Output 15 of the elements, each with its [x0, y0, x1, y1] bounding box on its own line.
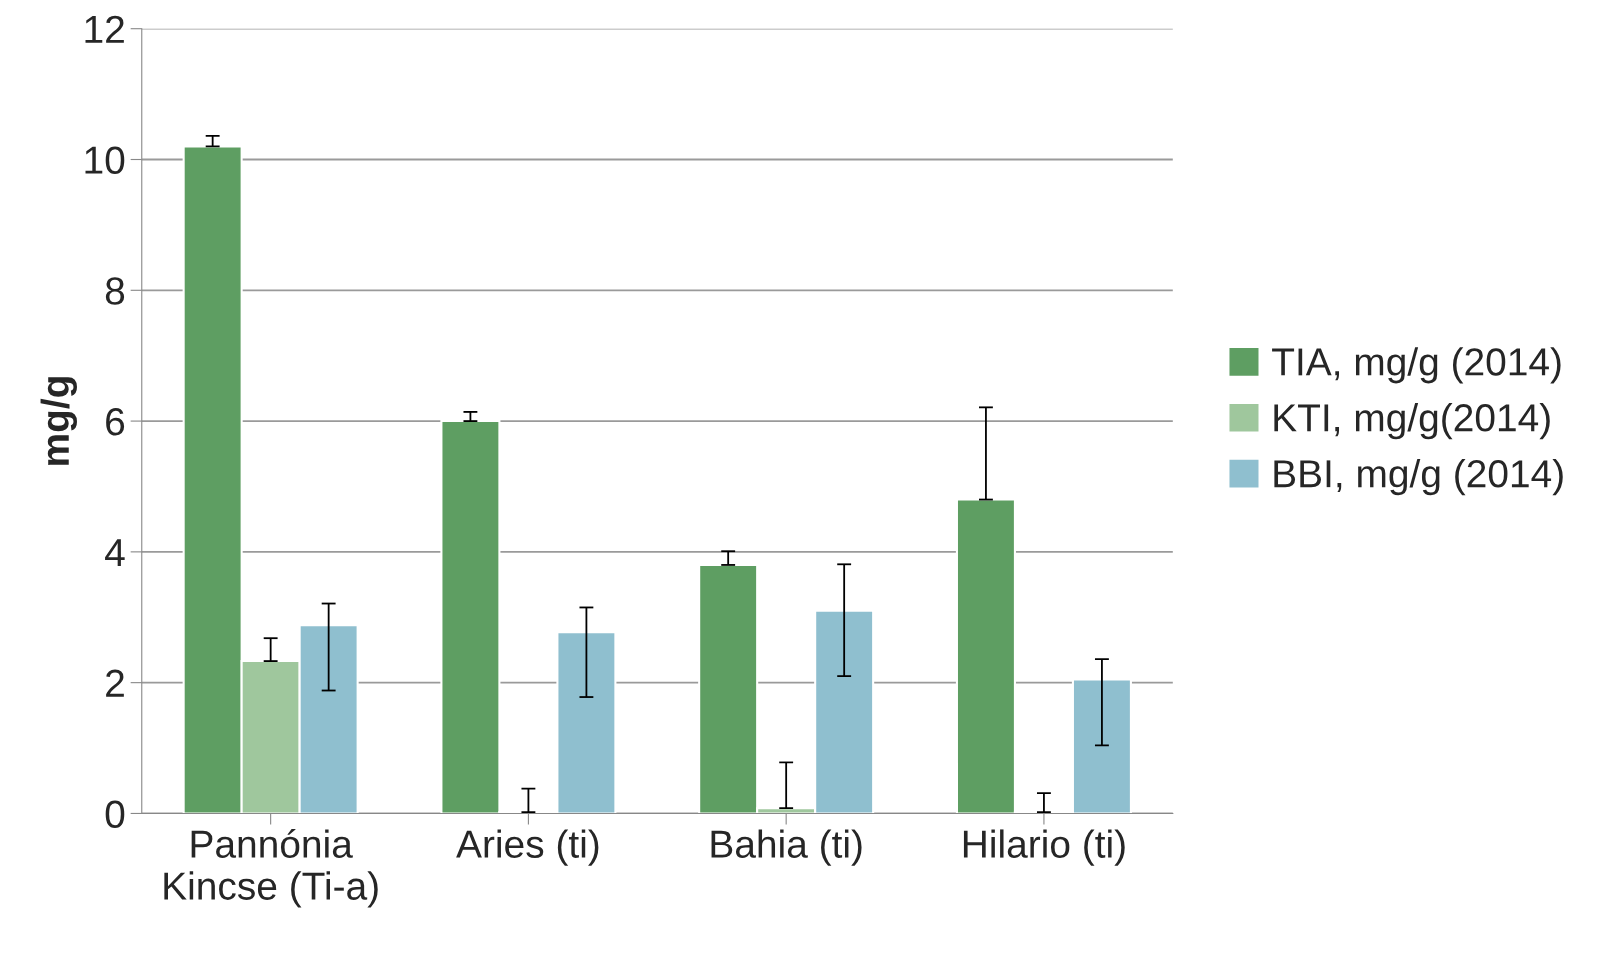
x-tick-label: Aries (ti)	[456, 829, 599, 866]
x-tick-label: Pannónia Kincse (Ti-a)	[164, 828, 378, 908]
y-tick-label: 6	[106, 408, 125, 436]
y-tick-label: 8	[105, 277, 125, 305]
y-tick-label: 0	[105, 800, 125, 828]
y-tick-label: 12	[85, 15, 124, 43]
y-axis-title: mg/g	[40, 377, 77, 465]
y-tick-label: 2	[106, 669, 124, 697]
legend-label: BBI, mg/g (2014)	[1274, 458, 1563, 496]
legend-label: KTI, mg/g(2014)	[1274, 403, 1550, 440]
y-tick-label: 4	[105, 539, 125, 566]
y-tick-label: 10	[85, 146, 125, 174]
x-tick-label: Hilario (ti)	[963, 829, 1125, 866]
x-tick-label: Bahia (ti)	[711, 829, 862, 866]
legend-label: TIA, mg/g (2014)	[1272, 347, 1561, 384]
